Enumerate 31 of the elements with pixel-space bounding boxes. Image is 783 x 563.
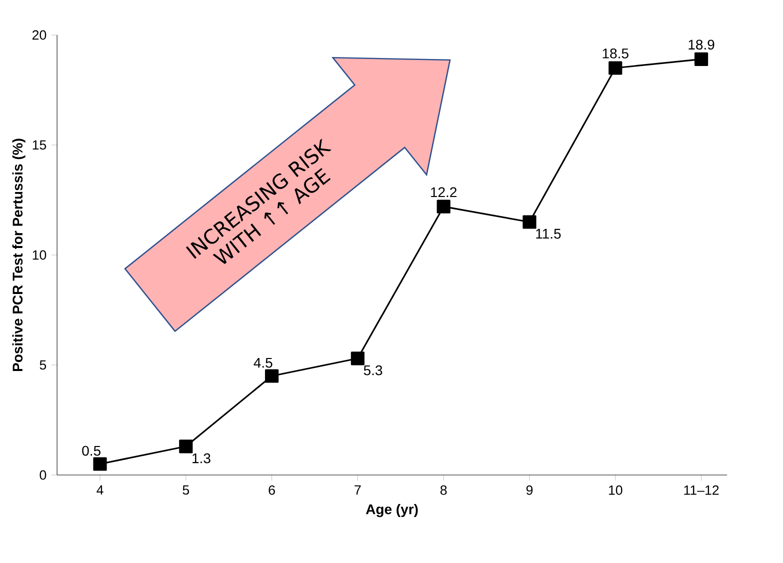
data-label: 12.2 — [431, 187, 456, 197]
y-tick-label: 10 — [32, 250, 46, 260]
y-tick-label: 15 — [32, 140, 46, 150]
x-tick-label: 8 — [440, 485, 447, 495]
x-tick-label: 7 — [354, 485, 361, 495]
y-tick-label: 0 — [40, 470, 46, 480]
point — [608, 61, 622, 75]
data-label: 1.3 — [192, 453, 210, 464]
point — [436, 200, 450, 214]
data-label: 0.5 — [82, 446, 100, 456]
point — [264, 369, 279, 383]
data-label: 5.3 — [364, 365, 382, 376]
data-label: 11.5 — [536, 228, 561, 239]
point — [694, 52, 708, 66]
point — [179, 440, 193, 454]
y-tick-label: 5 — [40, 360, 46, 370]
data-label: 18.5 — [602, 48, 628, 58]
x-tick-label: 10 — [608, 485, 622, 495]
x-tick-label: 9 — [526, 485, 533, 495]
y-tick-label: 20 — [32, 30, 46, 40]
x-tick-label: 6 — [268, 485, 275, 495]
x-tick-label: 11–12 — [684, 485, 719, 495]
x-tick-label: 4 — [96, 485, 104, 495]
point — [350, 352, 364, 366]
x-tick-label: 5 — [182, 485, 190, 495]
y-axis-title: Positive PCR Test for Pertussis (%) — [12, 138, 26, 372]
x-axis-title: Age (yr) — [366, 504, 418, 518]
point — [93, 457, 107, 471]
data-label: 4.5 — [254, 358, 272, 368]
point — [522, 215, 536, 229]
data-label: 18.9 — [688, 40, 714, 50]
